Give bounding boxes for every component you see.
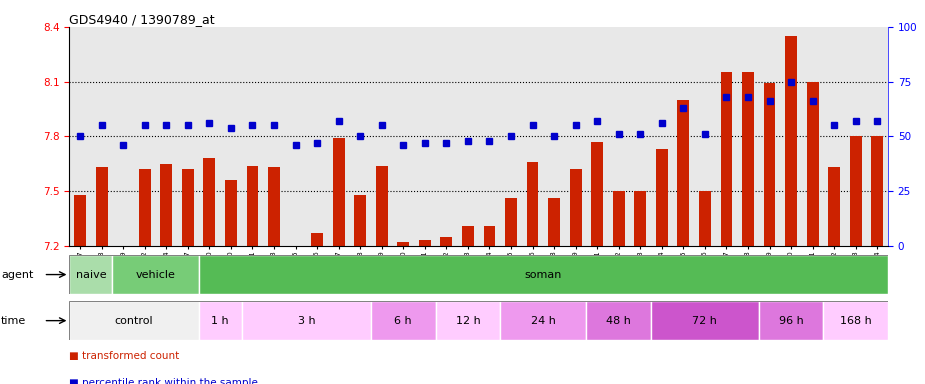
Bar	[96, 167, 107, 246]
Bar	[721, 73, 733, 246]
Bar	[758, 301, 823, 340]
Text: 48 h: 48 h	[606, 316, 631, 326]
Bar	[333, 138, 345, 246]
Bar	[586, 301, 651, 340]
Bar	[785, 36, 797, 246]
Bar	[823, 301, 888, 340]
Bar	[113, 255, 199, 294]
Bar	[440, 237, 452, 246]
Bar	[371, 301, 436, 340]
Bar	[484, 226, 496, 246]
Bar	[204, 158, 216, 246]
Bar	[376, 166, 388, 246]
Text: 168 h: 168 h	[840, 316, 871, 326]
Text: 12 h: 12 h	[455, 316, 480, 326]
Text: ■ transformed count: ■ transformed count	[69, 351, 179, 361]
Bar	[828, 167, 840, 246]
Bar	[526, 162, 538, 246]
Bar	[354, 195, 366, 246]
Bar	[570, 169, 582, 246]
Text: agent: agent	[1, 270, 33, 280]
Bar	[807, 82, 819, 246]
Bar	[74, 195, 86, 246]
Bar	[677, 100, 689, 246]
Bar	[656, 149, 668, 246]
Bar	[419, 240, 431, 246]
Text: 6 h: 6 h	[394, 316, 413, 326]
Bar	[612, 191, 624, 246]
Text: GDS4940 / 1390789_at: GDS4940 / 1390789_at	[69, 13, 215, 26]
Bar	[764, 83, 775, 246]
Bar	[139, 169, 151, 246]
Bar	[268, 167, 280, 246]
Text: 1 h: 1 h	[211, 316, 229, 326]
Text: 96 h: 96 h	[779, 316, 804, 326]
Text: 72 h: 72 h	[693, 316, 717, 326]
Text: time: time	[1, 316, 26, 326]
Bar	[247, 166, 258, 246]
Bar	[462, 226, 474, 246]
Bar	[199, 301, 241, 340]
Bar	[311, 233, 323, 246]
Bar	[69, 255, 113, 294]
Bar	[241, 301, 371, 340]
Bar	[871, 136, 883, 246]
Bar	[436, 301, 500, 340]
Bar	[500, 301, 586, 340]
Text: control: control	[115, 316, 154, 326]
Text: ■ percentile rank within the sample: ■ percentile rank within the sample	[69, 378, 258, 384]
Bar	[651, 301, 758, 340]
Bar	[742, 73, 754, 246]
Text: 24 h: 24 h	[531, 316, 556, 326]
Bar	[182, 169, 193, 246]
Text: vehicle: vehicle	[136, 270, 176, 280]
Bar	[699, 191, 710, 246]
Bar	[635, 191, 647, 246]
Bar	[225, 180, 237, 246]
Bar	[398, 242, 409, 246]
Bar	[160, 164, 172, 246]
Bar	[850, 136, 861, 246]
Bar	[591, 142, 603, 246]
Text: soman: soman	[524, 270, 562, 280]
Bar	[199, 255, 888, 294]
Bar	[549, 199, 560, 246]
Text: 3 h: 3 h	[298, 316, 315, 326]
Bar	[505, 199, 517, 246]
Bar	[69, 301, 199, 340]
Text: naive: naive	[76, 270, 106, 280]
